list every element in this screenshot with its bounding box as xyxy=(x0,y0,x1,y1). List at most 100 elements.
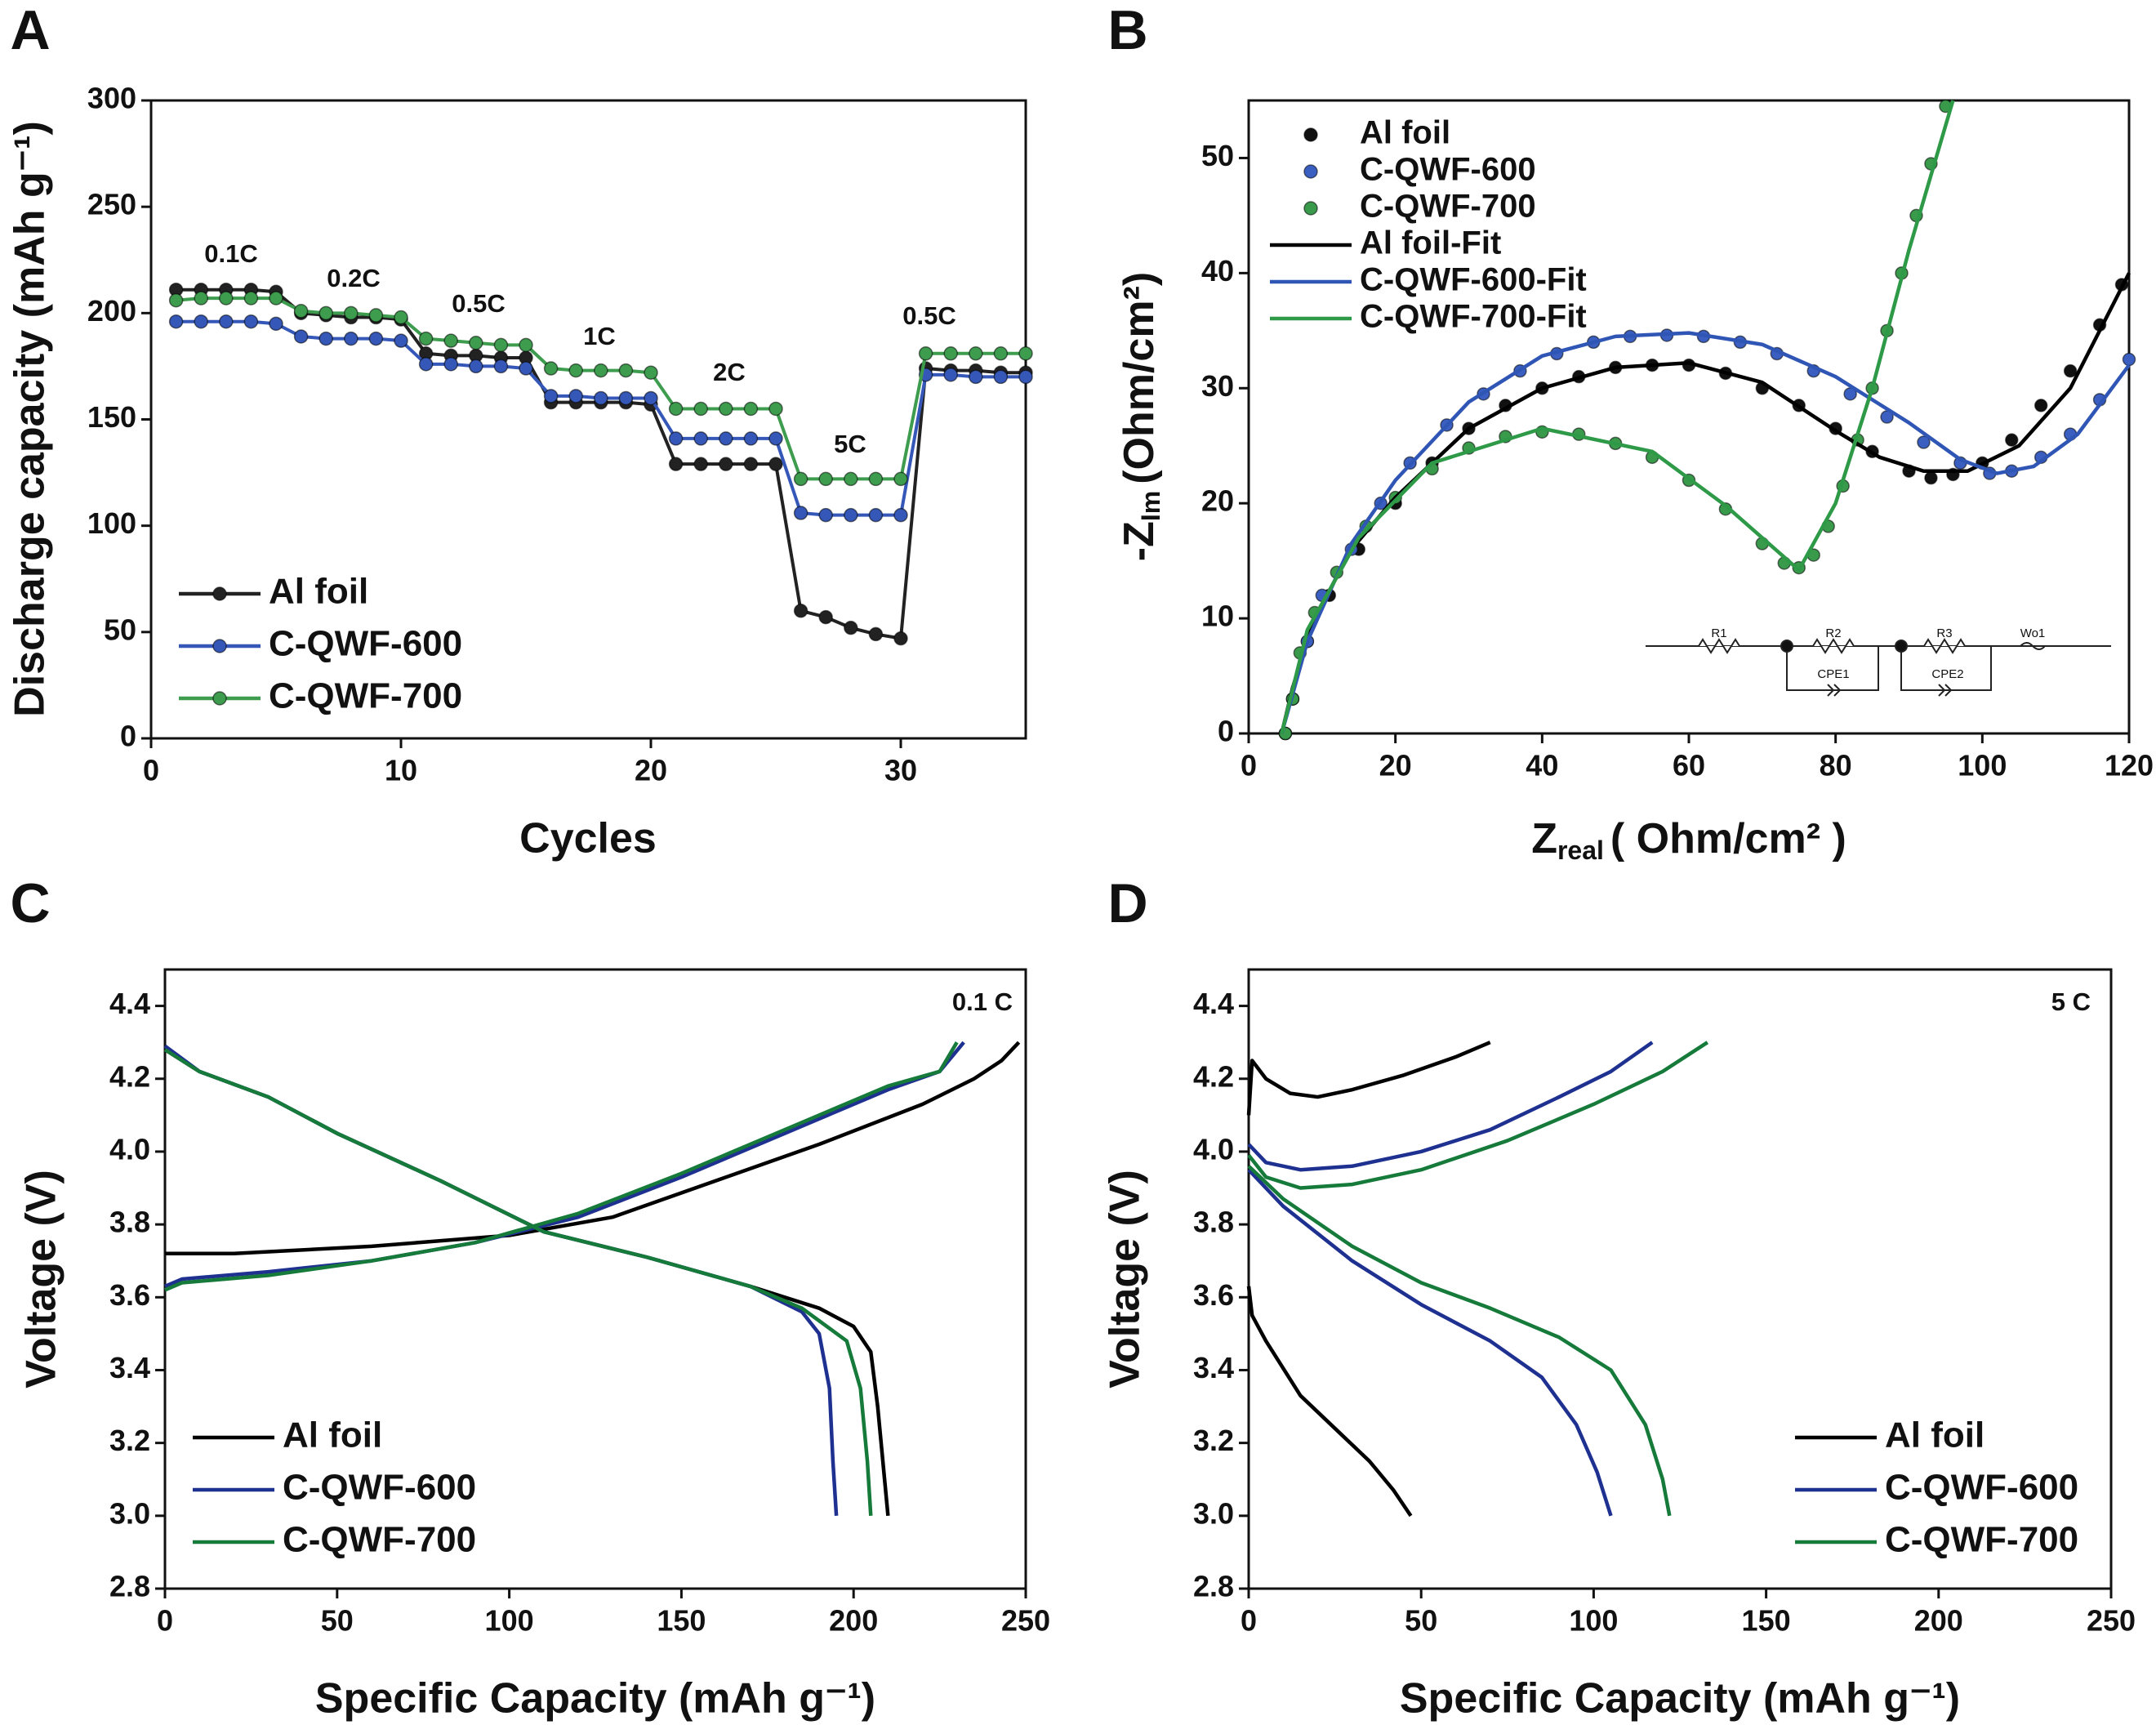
data-point xyxy=(768,431,783,446)
data-point xyxy=(768,457,783,471)
x-tick-label: 60 xyxy=(1673,749,1705,782)
legend-marker xyxy=(1303,164,1318,179)
x-tick-label: 0 xyxy=(143,754,159,787)
data-point xyxy=(368,331,384,346)
y-tick-label: 4.0 xyxy=(1193,1132,1234,1166)
data-point xyxy=(543,361,559,376)
y-axis-label: Voltage (V) xyxy=(18,1170,65,1389)
data-point xyxy=(893,471,908,487)
x-tick-label: 100 xyxy=(1958,749,2007,782)
y-tick-label: 4.4 xyxy=(109,987,150,1020)
x-tick-label: 40 xyxy=(1526,749,1558,782)
x-axis-label: Zreal( Ohm/cm² ) xyxy=(1531,815,1846,866)
plot-frame xyxy=(163,968,1027,1590)
y-tick-label: 10 xyxy=(1201,600,1234,633)
data-point xyxy=(2063,363,2078,378)
legend-label: C-QWF-700-Fit xyxy=(1360,299,1587,335)
legend-label: C-QWF-700 xyxy=(1885,1520,2078,1560)
data-point xyxy=(743,401,759,417)
y-tick-label: 50 xyxy=(104,613,136,646)
y-axis-label: -ZIm (Ohm/cm²) xyxy=(1116,272,1166,561)
x-tick-label: 0 xyxy=(1241,749,1257,782)
y-tick-label: 3.0 xyxy=(109,1496,150,1530)
resistor xyxy=(1698,638,1740,654)
data-point xyxy=(844,620,858,635)
data-point xyxy=(2005,433,2019,447)
y-tick-label: 3.8 xyxy=(1193,1206,1234,1239)
x-axis-label-unit: ( Ohm/cm² ) xyxy=(1610,815,1846,863)
y-tick-label: 0 xyxy=(1218,715,1234,748)
data-line xyxy=(1246,1041,1491,1116)
y-tick-label: 0 xyxy=(120,720,136,753)
y-axis-label-unit: (Ohm/cm²) xyxy=(1116,272,1163,484)
circuit-label: CPE1 xyxy=(1817,667,1849,681)
y-tick-label: 4.2 xyxy=(109,1059,150,1093)
data-line xyxy=(1280,331,2131,734)
x-tick-label: 100 xyxy=(1569,1604,1618,1638)
y-tick-label: 4.4 xyxy=(1193,987,1234,1020)
x-tick-label: 120 xyxy=(2105,749,2154,782)
data-point xyxy=(719,457,733,471)
x-tick-label: 150 xyxy=(1742,1604,1791,1638)
legend-label: C-QWF-700 xyxy=(283,1520,476,1560)
data-point xyxy=(469,336,483,350)
data-point xyxy=(443,333,458,348)
legend-marker xyxy=(212,691,227,706)
data-point xyxy=(844,507,858,523)
y-tick-label: 150 xyxy=(87,400,136,434)
x-tick-label: 250 xyxy=(2087,1604,2136,1638)
data-point xyxy=(743,457,759,471)
data-point xyxy=(219,314,234,329)
legend-label: Al foil xyxy=(1360,115,1450,151)
x-tick-label: 200 xyxy=(829,1604,878,1638)
data-line xyxy=(1246,1286,1413,1518)
y-tick-label: 200 xyxy=(87,294,136,328)
y-tick-label: 3.8 xyxy=(109,1206,150,1239)
y-tick-label: 3.0 xyxy=(1193,1496,1234,1530)
cpe xyxy=(1827,684,1842,697)
cpe xyxy=(1938,684,1953,697)
data-point xyxy=(469,359,483,374)
x-axis-label: Specific Capacity (mAh g⁻¹) xyxy=(315,1675,875,1723)
legend-label: C-QWF-700 xyxy=(269,676,462,716)
y-axis-label: Discharge capacity (mAh g⁻¹) xyxy=(7,121,54,717)
data-line xyxy=(164,1041,959,1292)
data-point xyxy=(394,310,408,325)
data-point xyxy=(668,457,684,471)
data-point xyxy=(293,329,309,344)
x-tick-label: 20 xyxy=(635,754,667,787)
y-tick-label: 50 xyxy=(1201,139,1234,172)
equivalent-circuit xyxy=(1646,638,2111,697)
annotation: 1C xyxy=(583,322,616,350)
data-point xyxy=(568,363,583,378)
y-tick-label: 3.6 xyxy=(109,1278,150,1312)
warburg xyxy=(2020,642,2046,650)
data-point xyxy=(644,390,658,406)
data-point xyxy=(519,337,533,353)
data-point xyxy=(568,389,583,403)
legend-label: Al foil xyxy=(1885,1415,1984,1455)
data-point xyxy=(693,457,708,471)
data-point xyxy=(519,361,533,376)
data-point xyxy=(943,346,958,361)
data-point xyxy=(443,357,458,372)
data-point xyxy=(493,337,509,353)
data-point xyxy=(394,333,408,348)
data-point xyxy=(644,365,658,380)
y-tick-label: 4.0 xyxy=(109,1132,150,1166)
data-point xyxy=(219,291,234,305)
legend-marker xyxy=(212,586,227,601)
data-point xyxy=(969,369,983,385)
y-tick-label: 100 xyxy=(87,506,136,540)
legend-label: Al foil-Fit xyxy=(1360,225,1501,261)
data-point xyxy=(543,389,559,403)
x-axis-label-sub: real xyxy=(1557,836,1604,865)
data-point xyxy=(594,390,608,406)
data-line xyxy=(164,1041,965,1288)
data-point xyxy=(318,305,333,321)
data-point xyxy=(668,431,684,446)
data-point xyxy=(194,314,208,329)
annotation: 5 C xyxy=(2051,987,2091,1016)
data-point xyxy=(269,316,283,332)
y-tick-label: 3.4 xyxy=(109,1351,150,1384)
